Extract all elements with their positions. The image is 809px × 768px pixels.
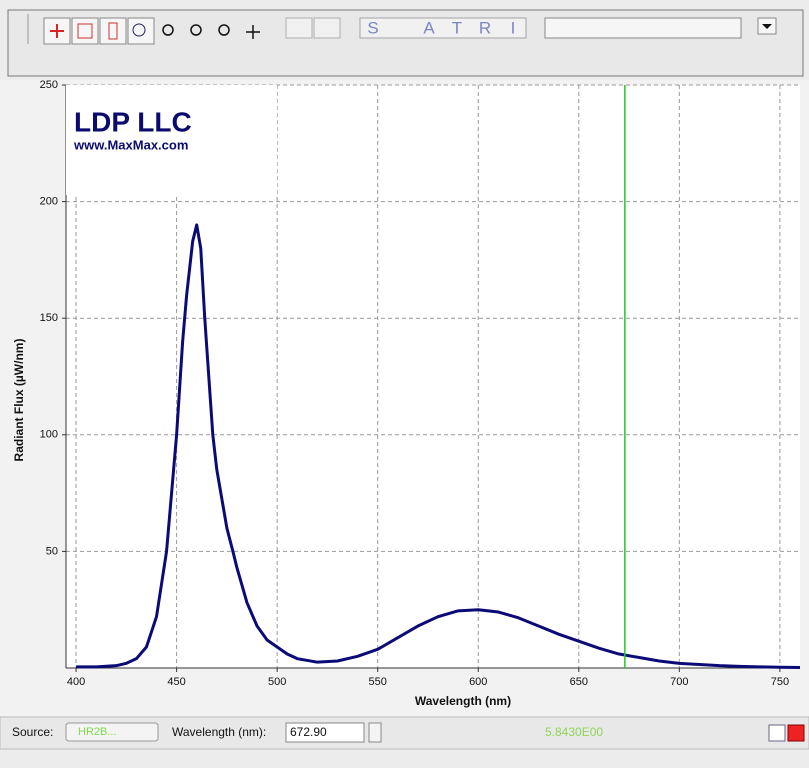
icon (132, 23, 146, 37)
x-tick-label: 750 (771, 676, 789, 688)
logo-box (66, 85, 277, 195)
icon (108, 22, 118, 40)
button[interactable] (313, 17, 341, 39)
zoom-in[interactable] (162, 24, 174, 36)
x-tick-label: 600 (469, 676, 487, 688)
x-tick-label: 400 (67, 676, 85, 688)
source-label: Source: (12, 725, 53, 739)
button[interactable] (99, 17, 127, 45)
tool-buttons (43, 17, 777, 45)
y-tick-label: 100 (40, 429, 58, 441)
y-axis-label: Radiant Flux (µW/nm) (12, 339, 26, 462)
icon (50, 24, 64, 38)
chart: 400 450 500 550 600 650 700 750 50 100 150 200 250 LD… (12, 79, 801, 708)
x-tick-label: 500 (268, 676, 286, 688)
source-select[interactable] (65, 722, 159, 742)
button[interactable] (71, 17, 99, 45)
file-buttons[interactable] (544, 17, 742, 39)
y-tick-label: 250 (40, 79, 58, 91)
x-tick-label: 450 (167, 676, 185, 688)
logo-title: LDP LLC (74, 106, 192, 137)
spectrum-line (76, 223, 801, 670)
pan[interactable] (246, 25, 260, 39)
spinner[interactable] (368, 722, 382, 743)
reading: 5.8430E00 (545, 725, 603, 739)
close-button[interactable] (787, 724, 805, 742)
tool-letter[interactable]: T (452, 18, 462, 37)
zoom-out[interactable] (190, 24, 202, 36)
y-tick-label: 200 (40, 196, 58, 208)
wavelength-value: 672.90 (290, 725, 327, 739)
x-axis-label: Wavelength (nm) (415, 694, 511, 708)
x-tick-label: 650 (570, 676, 588, 688)
zoom-reset[interactable] (218, 24, 230, 36)
x-tick-label: 700 (670, 676, 688, 688)
tool-letter[interactable]: I (511, 18, 516, 37)
tool-letter[interactable]: R (479, 18, 491, 37)
letter-buttons[interactable] (359, 17, 527, 39)
wavelength-label: Wavelength (nm): (172, 725, 266, 739)
peak-button[interactable] (768, 724, 786, 742)
button[interactable] (127, 17, 155, 45)
wavelength-input[interactable] (285, 722, 365, 743)
x-tick-label: 550 (369, 676, 387, 688)
tool-letter[interactable]: A (423, 18, 435, 37)
button[interactable] (285, 17, 313, 39)
y-tick-label: 150 (40, 312, 58, 324)
y-tick-label: 50 (46, 545, 58, 557)
tool-letter[interactable]: S (367, 18, 378, 37)
source-value: HR2B... (78, 726, 117, 738)
icon (77, 23, 93, 39)
icon (762, 24, 772, 29)
logo-url: www.MaxMax.com (73, 137, 188, 152)
